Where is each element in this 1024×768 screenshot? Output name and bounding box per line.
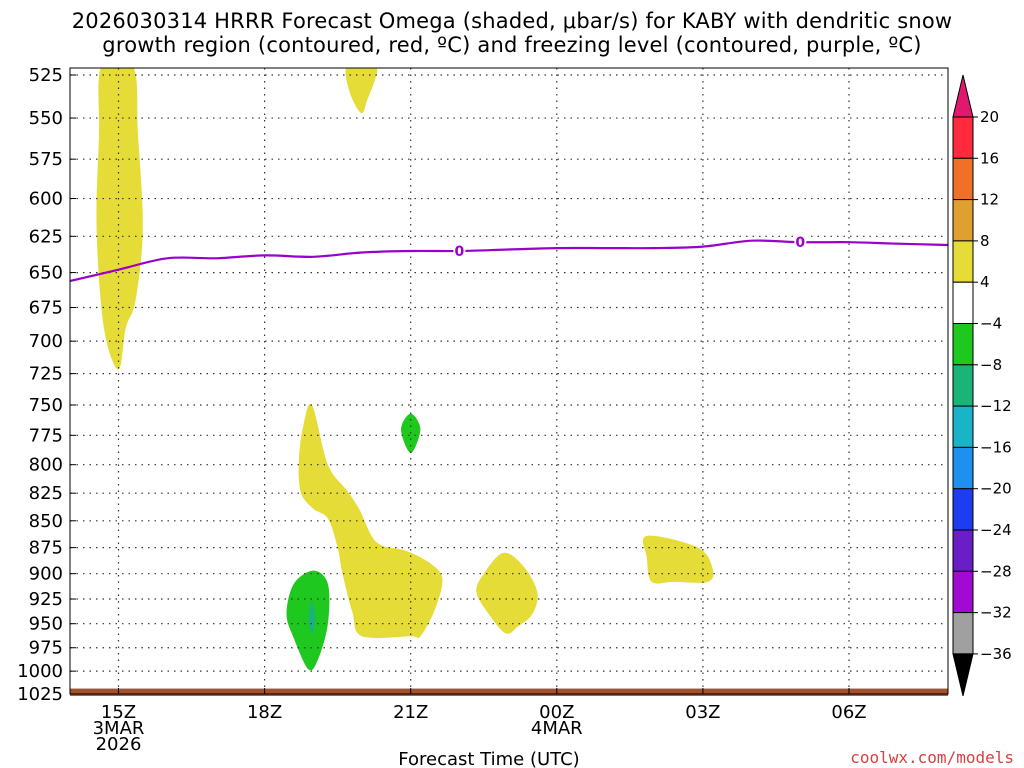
surface-ground-strip — [70, 688, 948, 696]
omega-region-4 — [642, 535, 714, 584]
colorbar-label-3: 8 — [980, 232, 990, 250]
freezing-label-0: 0 — [455, 244, 465, 260]
surface-strip — [70, 688, 948, 696]
omega-region-1 — [345, 68, 378, 114]
colorbar-top-arrow — [952, 74, 974, 118]
grid-lines — [70, 68, 948, 695]
y-tick-label-900: 900 — [29, 564, 63, 585]
y-tick-label-725: 725 — [29, 364, 63, 385]
y-tick-label-600: 600 — [29, 189, 63, 210]
colorbar-label-2: 12 — [980, 191, 999, 209]
colorbar-label-0: 20 — [980, 108, 999, 126]
y-tick-label-800: 800 — [29, 455, 63, 476]
colorbar-box-11 — [952, 570, 974, 614]
omega-region-3 — [476, 552, 538, 634]
colorbar-label-4: 4 — [980, 273, 990, 291]
x-tick-label-9-0: 00Z — [539, 702, 574, 723]
colorbar-box-1 — [952, 157, 974, 201]
y-tick-label-525: 525 — [29, 65, 63, 86]
y-tick-label-1000: 1000 — [17, 661, 63, 682]
y-axis: 525 550 575 600 625 650 675 700 725 750 775 800 825 8… — [17, 65, 76, 705]
colorbar-box-10 — [952, 529, 974, 572]
y-tick-label-1025: 1025 — [17, 684, 63, 705]
colorbar-label-12: −32 — [980, 604, 1012, 622]
y-tick-label-650: 650 — [29, 263, 63, 284]
colorbar-label-6: −8 — [980, 356, 1002, 374]
x-tick-label-15-0: 06Z — [831, 702, 866, 723]
x-tick-label-9-1: 4MAR — [531, 718, 583, 739]
colorbar-box-12 — [952, 612, 974, 655]
y-tick-label-775: 775 — [29, 425, 63, 446]
freezing-label-1: 0 — [795, 235, 805, 251]
colorbar-label-11: −28 — [980, 562, 1012, 580]
y-tick-label-975: 975 — [29, 638, 63, 659]
y-tick-label-700: 700 — [29, 331, 63, 352]
y-tick-label-550: 550 — [29, 108, 63, 129]
omega-region-2 — [298, 403, 443, 639]
omega-region-7 — [308, 602, 316, 634]
y-tick-label-850: 850 — [29, 511, 63, 532]
plot-frame — [69, 67, 949, 695]
y-tick-label-625: 625 — [29, 226, 63, 247]
freezing-level-line — [70, 239, 948, 283]
x-axis-label: Forecast Time (UTC) — [398, 749, 579, 768]
colorbar-label-8: −16 — [980, 438, 1012, 456]
colorbar-box-9 — [952, 488, 974, 531]
colorbar-label-5: −4 — [980, 315, 1002, 333]
colorbar-box-0 — [952, 116, 974, 159]
freezing-level-contour: 00 — [70, 233, 948, 283]
colorbar-box-2 — [952, 199, 974, 242]
omega-region-0 — [96, 68, 143, 370]
colorbar-box-8 — [952, 446, 974, 490]
colorbar-label-1: 16 — [980, 149, 999, 167]
colorbar-bottom-arrow — [952, 653, 974, 697]
colorbar: 20 16 12 8 4 −4 −8 −12 −16 −20 −24 −28 −32 −36 — [952, 74, 1012, 697]
omega-shaded-regions — [96, 68, 714, 671]
y-tick-label-875: 875 — [29, 538, 63, 559]
y-tick-label-575: 575 — [29, 149, 63, 170]
colorbar-label-9: −20 — [980, 480, 1012, 498]
y-tick-label-675: 675 — [29, 298, 63, 319]
omega-region-6 — [286, 570, 330, 671]
x-tick-label-12-0: 03Z — [685, 702, 720, 723]
colorbar-box-5 — [952, 323, 974, 366]
y-tick-label-750: 750 — [29, 395, 63, 416]
x-tick-label-6-0: 21Z — [393, 702, 428, 723]
colorbar-box-7 — [952, 405, 974, 448]
freezing-label-bg-1 — [794, 233, 807, 252]
colorbar-box-6 — [952, 364, 974, 407]
colorbar-label-10: −24 — [980, 521, 1012, 539]
colorbar-box-3 — [952, 240, 974, 283]
y-tick-label-950: 950 — [29, 614, 63, 635]
x-tick-label-0-1: 3MAR — [93, 718, 145, 739]
y-tick-label-825: 825 — [29, 483, 63, 504]
colorbar-label-7: −12 — [980, 397, 1012, 415]
x-tick-label-0-2: 2026 — [96, 734, 142, 755]
chart-title-line-1: 2026030314 HRRR Forecast Omega (shaded, … — [71, 9, 953, 33]
y-tick-label-925: 925 — [29, 589, 63, 610]
chart-title-line-2: growth region (contoured, red, ºC) and f… — [102, 33, 922, 57]
credit-text[interactable]: coolwx.com/models — [850, 748, 1014, 767]
colorbar-label-13: −36 — [980, 645, 1012, 663]
x-tick-label-3-0: 18Z — [247, 702, 282, 723]
x-tick-label-0-0: 15Z — [101, 702, 136, 723]
freezing-label-bg-0 — [453, 241, 466, 260]
colorbar-box-4 — [952, 281, 974, 325]
